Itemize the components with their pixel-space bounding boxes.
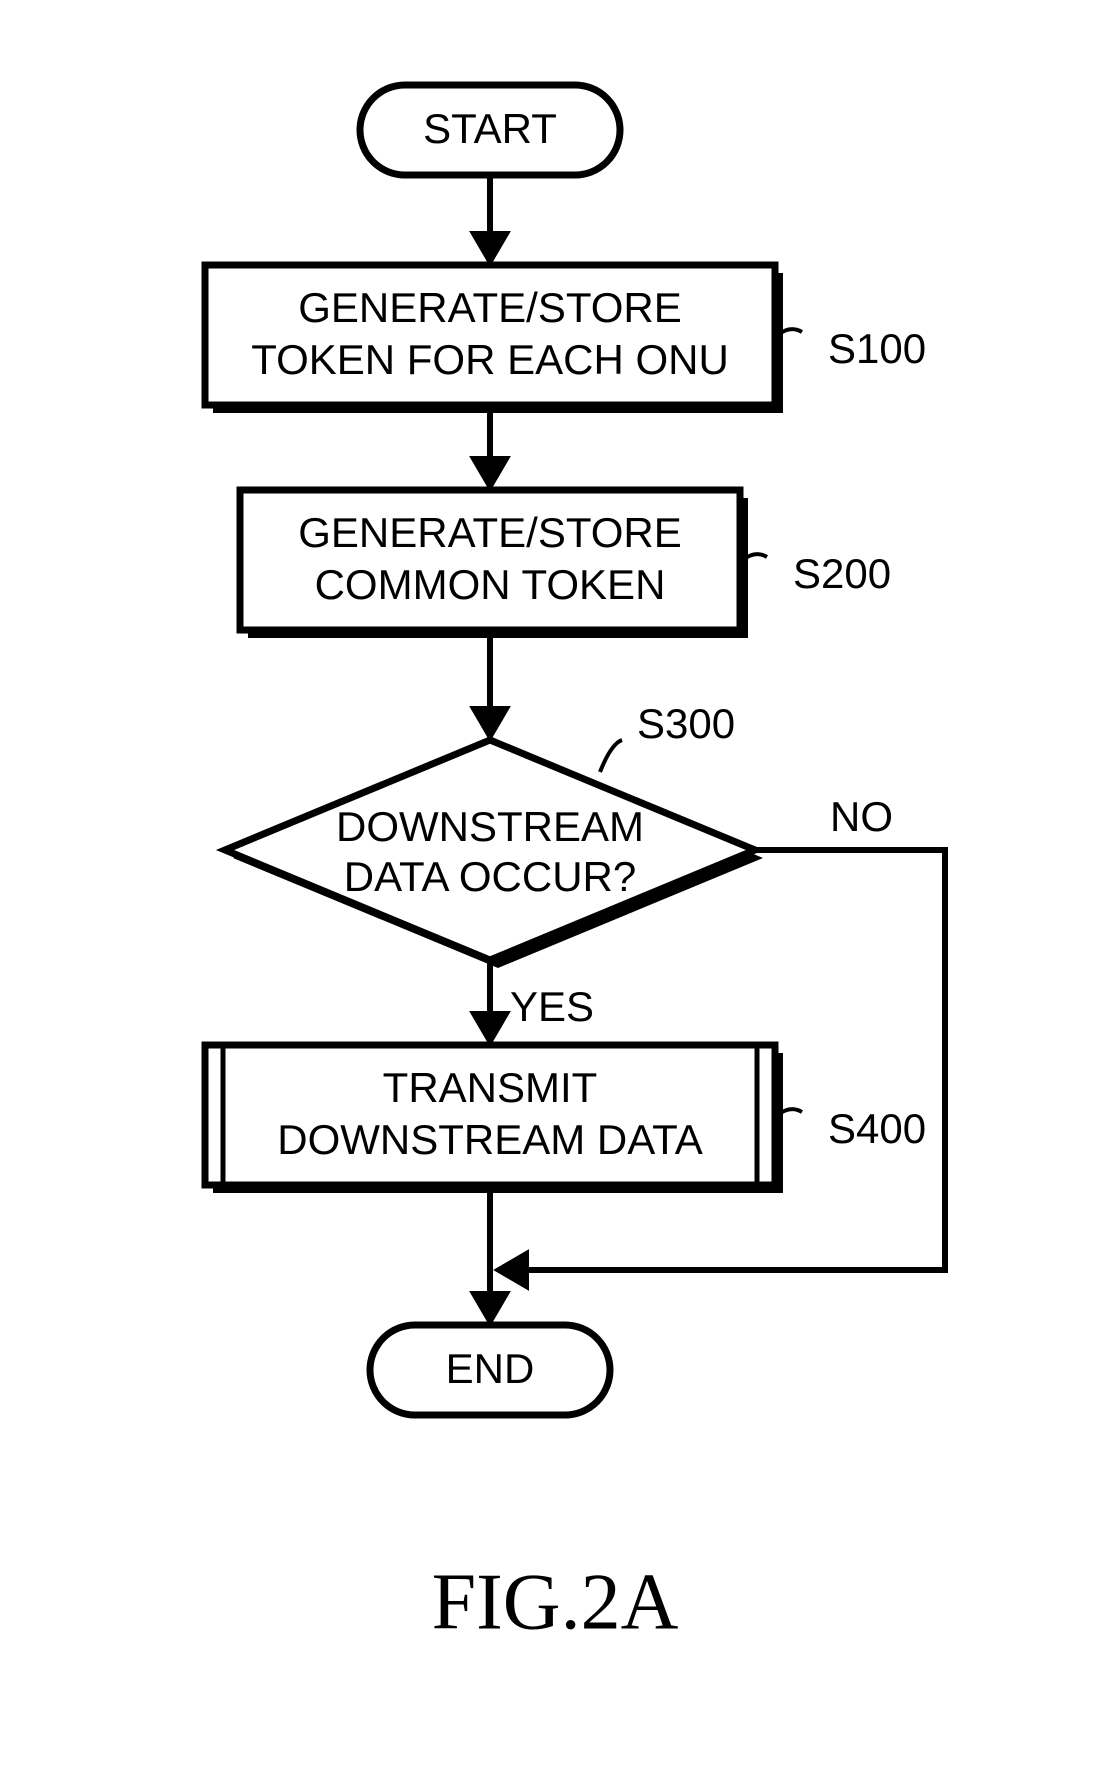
flowchart-diagram: START GENERATE/STORE TOKEN FOR EACH ONU S10… xyxy=(0,0,1110,1792)
process-S200: GENERATE/STORE COMMON TOKEN S200 xyxy=(240,490,891,638)
process-S100: GENERATE/STORE TOKEN FOR EACH ONU S100 xyxy=(205,265,926,413)
svg-text:DOWNSTREAM DATA: DOWNSTREAM DATA xyxy=(277,1116,702,1163)
process-S400: TRANSMIT DOWNSTREAM DATA S400 xyxy=(205,1045,926,1193)
svg-text:DATA OCCUR?: DATA OCCUR? xyxy=(344,853,636,900)
svg-text:S300: S300 xyxy=(637,700,735,747)
svg-text:NO: NO xyxy=(830,793,893,840)
decision-S300: DOWNSTREAMDATA OCCUR? S300 YES NO xyxy=(225,700,893,1030)
svg-text:S100: S100 xyxy=(828,325,926,372)
svg-text:TOKEN FOR EACH ONU: TOKEN FOR EACH ONU xyxy=(251,336,729,383)
svg-text:END: END xyxy=(446,1345,535,1392)
end-terminator: END xyxy=(370,1325,610,1415)
svg-text:TRANSMIT: TRANSMIT xyxy=(383,1064,598,1111)
flowchart-nodes: START GENERATE/STORE TOKEN FOR EACH ONU S10… xyxy=(205,85,926,1415)
svg-text:S200: S200 xyxy=(793,550,891,597)
svg-text:YES: YES xyxy=(510,983,594,1030)
start-terminator: START xyxy=(360,85,620,175)
svg-text:COMMON TOKEN: COMMON TOKEN xyxy=(315,561,666,608)
svg-text:START: START xyxy=(423,105,557,152)
svg-text:S400: S400 xyxy=(828,1105,926,1152)
svg-text:GENERATE/STORE: GENERATE/STORE xyxy=(298,509,682,556)
figure-caption: FIG.2A xyxy=(432,1558,679,1646)
svg-text:DOWNSTREAM: DOWNSTREAM xyxy=(336,803,644,850)
svg-text:GENERATE/STORE: GENERATE/STORE xyxy=(298,284,682,331)
